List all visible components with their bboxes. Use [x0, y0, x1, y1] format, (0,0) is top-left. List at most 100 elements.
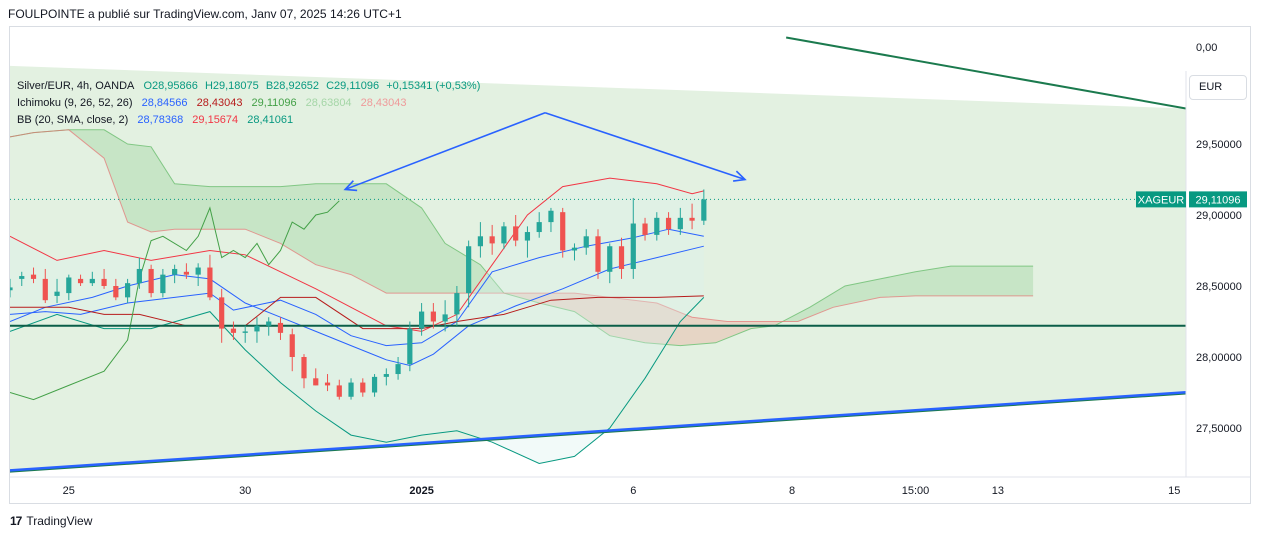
candle-body-37 — [442, 314, 448, 322]
footer-brand-text: TradingView — [26, 514, 93, 528]
candle-body-43 — [513, 226, 519, 241]
candle-body-6 — [77, 278, 84, 284]
candle-body-26 — [313, 378, 319, 386]
x-tick-label-3: 6 — [630, 485, 636, 497]
legend-low: B28,92652 — [265, 80, 320, 92]
candle-body-23 — [277, 322, 284, 333]
candle-body-31 — [371, 376, 378, 393]
candle-body-29 — [348, 382, 354, 397]
candle-body-15 — [183, 271, 189, 275]
plot-area — [10, 36, 1186, 473]
legend-ichimoku-v1: 28,84566 — [141, 97, 188, 109]
legend-ichimoku: Ichimoku (9, 26, 52, 26) 28,84566 28,430… — [17, 97, 413, 109]
legend-ichimoku-v2: 28,43043 — [196, 97, 243, 109]
legend-close: C29,11096 — [326, 80, 380, 92]
tradingview-logo-icon: 17 — [10, 514, 22, 528]
trendline-support — [10, 391, 1186, 473]
candle-body-51 — [607, 246, 613, 272]
candle-body-24 — [289, 334, 295, 357]
price-tag-symbol-bg — [1136, 191, 1186, 208]
candle-body-41 — [489, 236, 495, 244]
candle-body-38 — [454, 293, 460, 315]
candle-body-53 — [630, 223, 636, 269]
bb-fill — [10, 178, 704, 464]
candle-body-47 — [560, 212, 566, 251]
candle-body-34 — [407, 328, 413, 365]
candle-body-25 — [301, 357, 307, 379]
legend-symbol: Silver/EUR, 4h, OANDA O28,95866 H29,1807… — [17, 80, 486, 92]
legend-change: +0,15341 (+0,53%) — [386, 80, 481, 92]
price-tag-value-bg — [1189, 191, 1247, 208]
x-tick-label-2: 2025 — [409, 485, 433, 497]
ichimoku-span-b — [10, 129, 1034, 322]
candle-body-14 — [172, 268, 178, 275]
candle-body-57 — [677, 217, 683, 230]
candle-body-36 — [430, 311, 436, 322]
candle-body-17 — [207, 267, 213, 298]
footer-brand: 17 TradingView — [10, 514, 92, 528]
price-tag-symbol: XAGEUR — [1138, 194, 1185, 206]
candle-body-55 — [654, 217, 660, 235]
legend-bb-v1: 28,78368 — [137, 114, 184, 126]
candle-body-9 — [113, 286, 119, 298]
candle-body-4 — [54, 291, 60, 296]
ichimoku-span-a — [10, 129, 1034, 347]
annotation-arrow-head-left — [343, 180, 358, 192]
candle-body-52 — [618, 246, 625, 269]
y-tick-label-5: 0,00 — [1196, 42, 1217, 54]
candle-body-56 — [665, 217, 672, 230]
candle-body-49 — [583, 236, 589, 248]
ichimoku-cloud-bear — [509, 293, 787, 346]
candle-body-58 — [689, 217, 695, 221]
bb-lower — [10, 297, 705, 465]
legend-ichimoku-v4: 28,63804 — [305, 97, 352, 109]
x-tick-label-5: 15:00 — [902, 485, 930, 497]
y-tick-label-1: 28,00000 — [1196, 352, 1242, 364]
candle-body-40 — [477, 236, 483, 247]
candle-body-39 — [466, 246, 472, 294]
legend-bb: BB (20, SMA, close, 2) 28,78368 29,15674… — [17, 114, 299, 126]
legend-ichimoku-name: Ichimoku (9, 26, 52, 26) — [17, 97, 133, 109]
candle-body-0 — [10, 287, 13, 291]
legend-ichimoku-v3: 29,11096 — [251, 97, 297, 109]
candle-body-21 — [254, 325, 260, 332]
candle-body-48 — [571, 247, 578, 251]
candle-body-35 — [419, 311, 425, 329]
annotation-arrow-line-1 — [544, 112, 746, 181]
candle-body-30 — [360, 382, 366, 393]
candle-body-16 — [195, 267, 201, 275]
candle-body-12 — [148, 268, 154, 294]
trendline-resistance — [785, 36, 1186, 110]
candle-body-18 — [219, 297, 225, 329]
currency-button[interactable]: EUR — [1189, 75, 1247, 100]
candle-body-33 — [395, 364, 401, 375]
legend-ichimoku-v5: 28,43043 — [360, 97, 407, 109]
legend-symbol-name: Silver/EUR, 4h, OANDA — [17, 80, 135, 92]
candle-body-45 — [536, 222, 542, 233]
legend-bb-v3: 28,41061 — [247, 114, 294, 126]
price-tag-value: 29,11096 — [1195, 194, 1240, 206]
ichimoku-kijun — [10, 295, 704, 330]
candle-body-32 — [383, 374, 389, 377]
y-tick-label-2: 28,50000 — [1196, 281, 1242, 293]
candle-body-5 — [66, 277, 72, 294]
annotation-arrow-line-0 — [344, 112, 546, 191]
ichimoku-chikou — [10, 200, 340, 401]
candle-body-13 — [160, 274, 166, 294]
candle-body-59 — [701, 199, 707, 221]
legend-high: H29,18075 — [204, 80, 259, 92]
publisher-line: FOULPOINTE a publié sur TradingView.com,… — [8, 7, 402, 21]
candle-body-22 — [266, 321, 272, 326]
annotation-arrow-head-right — [732, 170, 747, 182]
candle-body-27 — [324, 382, 331, 386]
candle-body-44 — [524, 232, 531, 241]
x-tick-label-4: 8 — [789, 485, 795, 497]
x-tick-label-6: 13 — [992, 485, 1004, 497]
ichimoku-cloud-bull — [786, 266, 1034, 322]
candle-body-20 — [242, 331, 248, 333]
chart-frame — [9, 26, 1251, 504]
y-tick-label-3: 29,00000 — [1196, 210, 1242, 222]
candle-body-28 — [336, 385, 342, 397]
trendline-support-shadow — [10, 393, 1186, 473]
